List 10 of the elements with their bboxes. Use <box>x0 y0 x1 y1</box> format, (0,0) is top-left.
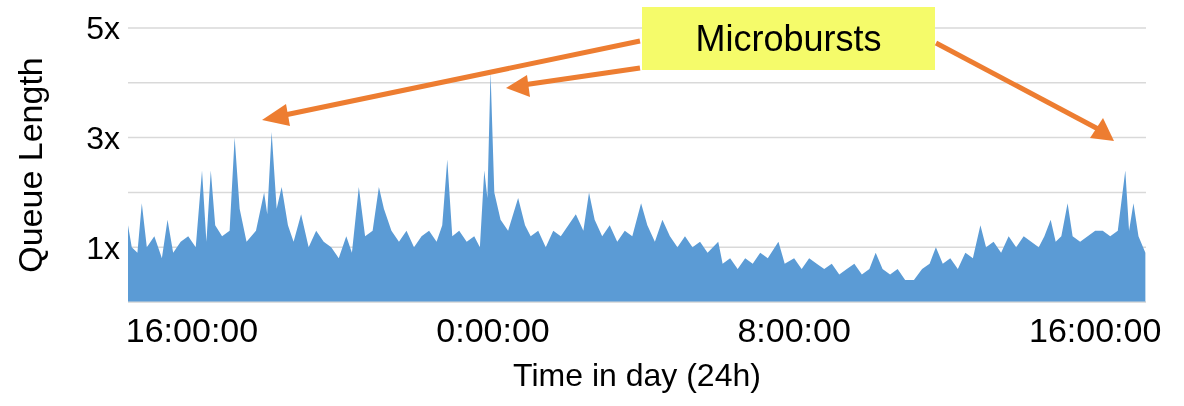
y-tick-label: 3x <box>86 119 120 156</box>
y-tick-label: 5x <box>86 10 120 47</box>
x-tick-label: 8:00:00 <box>737 311 851 350</box>
x-tick-label: 16:00:00 <box>125 311 259 350</box>
x-tick-label: 16:00:00 <box>1029 311 1162 350</box>
y-tick-label: 1x <box>86 229 120 266</box>
x-tick-label: 0:00:00 <box>436 311 550 350</box>
annotation: Microbursts <box>642 7 935 70</box>
y-axis-title: Queue Length <box>11 57 50 273</box>
x-axis-title: Time in day (24h) <box>513 357 761 393</box>
